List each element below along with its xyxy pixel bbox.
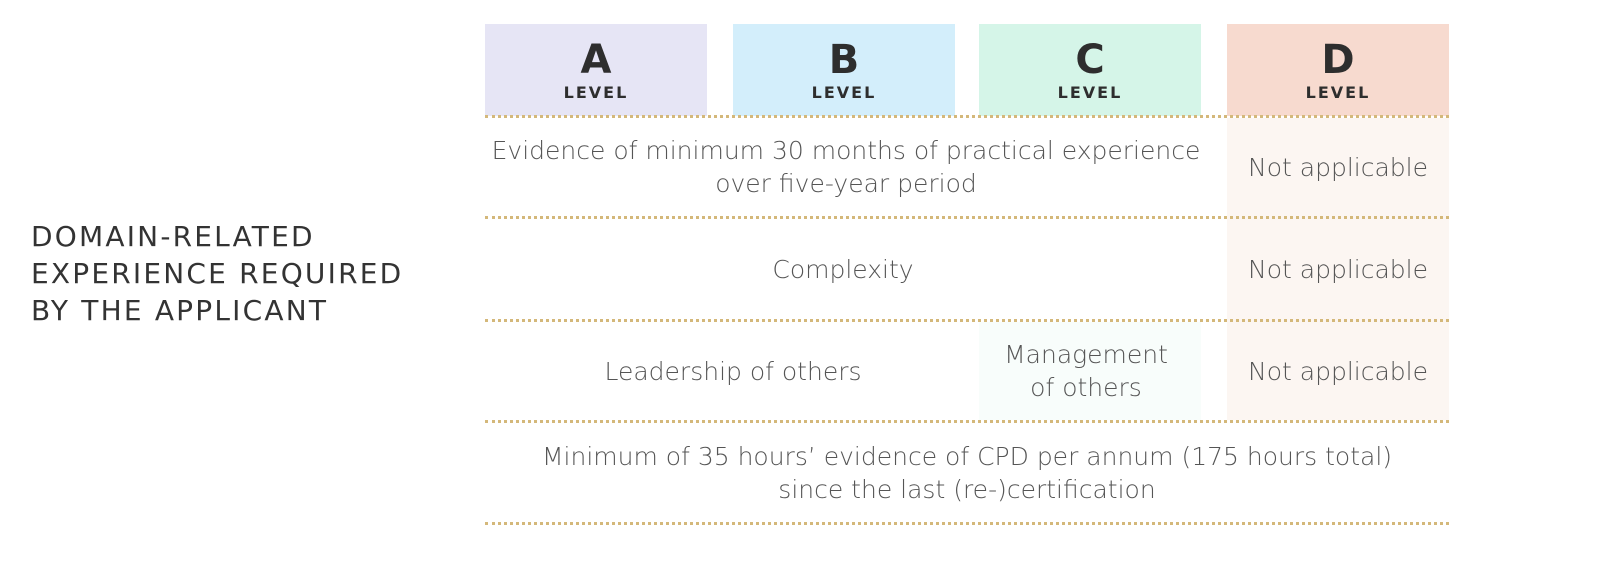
level-c-header: C LEVEL [979, 24, 1201, 116]
row-divider [485, 522, 1449, 525]
level-c-cell-background [979, 322, 1201, 420]
cpd-requirement-cell: Minimum of 35 hours’ evidence of CPD per… [485, 423, 1449, 522]
level-d-letter: D [1321, 37, 1355, 83]
leadership-cell: Leadership of others [485, 322, 981, 420]
row-divider [485, 115, 1449, 118]
management-cell: Management of others [979, 322, 1193, 420]
level-b-word: LEVEL [811, 83, 877, 102]
management-line-2: of others [1030, 373, 1142, 402]
complexity-level-d-cell: Not applicable [1227, 219, 1449, 319]
management-line-1: Management [1004, 340, 1168, 369]
leadership-text: Leadership of others [604, 356, 862, 386]
row-divider [485, 319, 1449, 322]
not-applicable-text: Not applicable [1248, 254, 1428, 284]
heading-line-3: BY THE APPLICANT [31, 294, 329, 327]
experience-line-2: over five-year period [715, 169, 977, 198]
level-a-header: A LEVEL [485, 24, 707, 116]
row-divider [485, 420, 1449, 423]
experience-line-1: Evidence of minimum 30 months of practic… [491, 136, 1201, 165]
heading-line-1: DOMAIN-RELATED [31, 220, 315, 253]
level-d-column-background [1227, 118, 1449, 420]
section-heading: DOMAIN-RELATED EXPERIENCE REQUIRED BY TH… [31, 218, 431, 329]
level-c-word: LEVEL [1057, 83, 1123, 102]
complexity-cell: Complexity [485, 219, 1201, 319]
cpd-line-1: Minimum of 35 hours’ evidence of CPD per… [541, 441, 1393, 471]
level-d-header: D LEVEL [1227, 24, 1449, 116]
not-applicable-text: Not applicable [1248, 152, 1428, 182]
heading-line-2: EXPERIENCE REQUIRED [31, 257, 404, 290]
level-a-word: LEVEL [563, 83, 629, 102]
level-a-letter: A [580, 37, 612, 83]
experience-level-d-cell: Not applicable [1227, 118, 1449, 216]
not-applicable-text: Not applicable [1248, 356, 1428, 386]
complexity-text: Complexity [772, 254, 914, 284]
level-d-word: LEVEL [1305, 83, 1371, 102]
row-divider [485, 216, 1449, 219]
level-c-letter: C [1075, 37, 1105, 83]
experience-requirement-cell: Evidence of minimum 30 months of practic… [485, 118, 1207, 216]
leadership-level-d-cell: Not applicable [1227, 322, 1449, 420]
cpd-line-2: since the last (re-)certification [778, 474, 1156, 504]
level-b-header: B LEVEL [733, 24, 955, 116]
level-b-letter: B [828, 37, 860, 83]
